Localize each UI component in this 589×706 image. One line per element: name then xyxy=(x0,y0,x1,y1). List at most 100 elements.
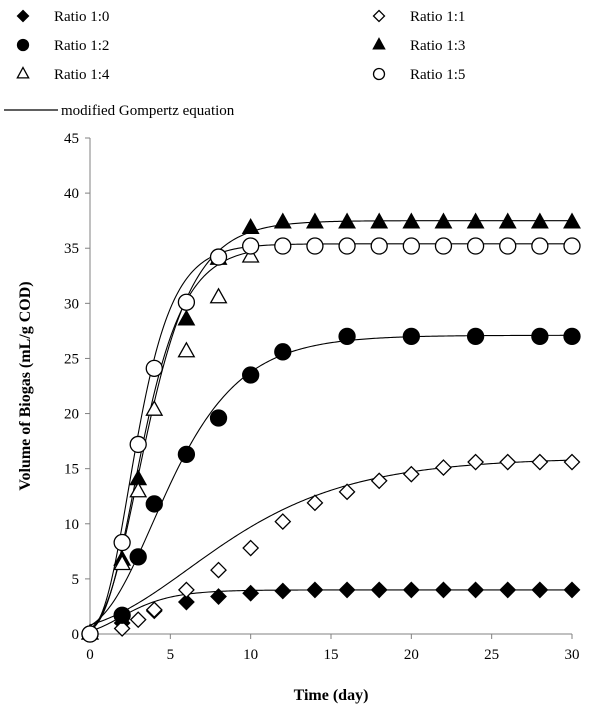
data-point xyxy=(402,212,421,229)
fit-curve-3 xyxy=(89,334,572,627)
data-point xyxy=(466,237,485,255)
data-point xyxy=(113,606,131,624)
data-point xyxy=(177,445,196,463)
y-tick-label: 30 xyxy=(64,296,79,312)
data-point xyxy=(402,237,420,255)
data-point xyxy=(338,483,356,501)
data-points xyxy=(81,212,581,643)
data-point xyxy=(177,341,196,358)
x-tick-label: 25 xyxy=(484,647,499,663)
data-point xyxy=(273,212,292,229)
data-point xyxy=(563,237,581,255)
data-point xyxy=(531,581,549,599)
data-point xyxy=(370,212,389,229)
legend: Ratio 1:0 Ratio 1:1 Ratio 1:2 Ratio 1:3 Rati… xyxy=(4,9,465,119)
y-tick-label: 45 xyxy=(64,131,79,147)
data-point xyxy=(306,237,324,255)
x-tick-label: 20 xyxy=(404,647,419,663)
legend-marker xyxy=(372,67,386,81)
legend-marker xyxy=(16,38,30,52)
series-5 xyxy=(81,246,260,640)
data-point xyxy=(402,465,420,483)
data-point xyxy=(530,212,549,229)
data-point xyxy=(242,366,260,384)
legend-marker xyxy=(16,9,30,23)
x-tick-label: 0 xyxy=(86,647,94,663)
data-point xyxy=(241,246,260,263)
data-point xyxy=(177,293,196,311)
y-tick-label: 5 xyxy=(72,572,80,588)
data-point xyxy=(563,212,581,229)
data-point xyxy=(241,218,260,234)
data-point xyxy=(113,620,131,637)
data-point xyxy=(129,435,147,454)
legend-marker xyxy=(372,37,386,50)
legend-label: Ratio 1:2 xyxy=(54,38,109,54)
data-point xyxy=(177,581,195,599)
data-point xyxy=(338,212,357,229)
data-point xyxy=(145,399,164,416)
data-point xyxy=(338,327,356,346)
data-point xyxy=(466,212,485,229)
data-point xyxy=(402,581,420,599)
data-point xyxy=(209,248,228,266)
data-point xyxy=(129,548,147,566)
y-tick-label: 20 xyxy=(64,407,79,423)
series-6 xyxy=(81,237,581,643)
data-point xyxy=(274,343,292,361)
x-tick-label: 10 xyxy=(243,647,258,663)
data-point xyxy=(306,581,324,599)
legend-label: Ratio 1:4 xyxy=(54,67,110,83)
data-point xyxy=(113,554,132,571)
axes: 0 5 10 15 20 25 30 35 40 45 0 5 10 15 20 25 30 Time (day)… xyxy=(17,131,580,704)
data-point xyxy=(434,237,453,255)
series-3 xyxy=(81,327,581,643)
data-point xyxy=(209,287,228,304)
data-point xyxy=(338,237,356,255)
y-axis-title: Volume of Biogas (mL/g COD) xyxy=(17,281,34,490)
fit-curves xyxy=(89,220,573,632)
data-point xyxy=(113,533,131,552)
data-point xyxy=(305,212,324,229)
data-point xyxy=(306,494,324,512)
data-point xyxy=(338,581,356,599)
data-point xyxy=(242,539,260,557)
data-point xyxy=(434,212,453,229)
data-point xyxy=(145,601,163,619)
data-point xyxy=(563,327,581,346)
y-tick-label: 0 xyxy=(72,627,80,643)
data-point xyxy=(242,584,260,602)
legend-entry-fit: modified Gompertz equation xyxy=(4,103,235,119)
data-point xyxy=(145,495,163,513)
data-point xyxy=(210,561,227,579)
data-point xyxy=(242,237,260,255)
legend-entry-4: Ratio 1:3 xyxy=(372,37,465,54)
y-tick-label: 10 xyxy=(64,517,79,533)
data-point xyxy=(531,453,549,471)
y-tick-label: 15 xyxy=(64,462,79,478)
data-point xyxy=(499,237,517,255)
data-point xyxy=(274,582,292,600)
data-point xyxy=(531,327,549,346)
data-point xyxy=(370,237,388,255)
legend-entry-6: Ratio 1:5 xyxy=(372,67,465,83)
y-tick-label: 25 xyxy=(64,351,79,367)
data-point xyxy=(563,453,581,471)
y-tick-label: 40 xyxy=(64,186,79,202)
legend-marker xyxy=(372,9,386,23)
data-point xyxy=(466,327,485,346)
data-point xyxy=(177,593,195,611)
data-point xyxy=(129,481,148,498)
data-point xyxy=(274,237,292,255)
data-point xyxy=(370,581,388,599)
series-2 xyxy=(81,453,581,643)
x-axis-title: Time (day) xyxy=(294,687,369,704)
fit-curve-4 xyxy=(89,220,572,630)
legend-label: Ratio 1:1 xyxy=(410,9,465,25)
data-point xyxy=(129,611,147,629)
x-tick-label: 15 xyxy=(324,647,339,663)
series-4 xyxy=(81,212,581,640)
data-point xyxy=(145,359,163,378)
legend-marker xyxy=(16,66,30,79)
data-point xyxy=(467,453,485,471)
